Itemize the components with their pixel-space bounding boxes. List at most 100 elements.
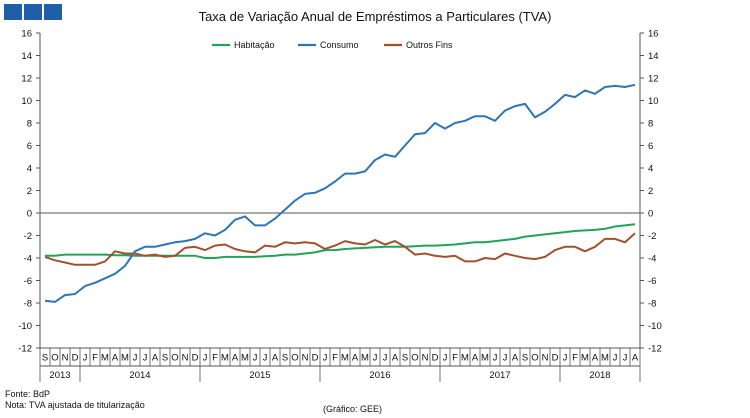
y-tick-label-left: 0 — [27, 209, 32, 220]
month-tick-label: A — [512, 353, 519, 364]
month-tick-label: J — [253, 353, 258, 364]
y-tick-label-left: 14 — [21, 51, 32, 62]
chart-title: Taxa de Variação Anual de Empréstimos a … — [198, 9, 552, 24]
year-tick-label: 2018 — [589, 370, 610, 381]
y-tick-label-left: -8 — [24, 299, 32, 310]
legend-label-consumo: Consumo — [320, 40, 359, 50]
month-tick-label: M — [221, 353, 229, 364]
y-tick-label-left: 2 — [27, 186, 32, 197]
y-tick-label-right: 16 — [648, 29, 659, 40]
y-tick-label-right: -12 — [648, 344, 662, 355]
month-tick-label: F — [92, 353, 98, 364]
y-tick-label-right: 14 — [648, 51, 659, 62]
month-tick-label: F — [572, 353, 578, 364]
month-tick-label: M — [361, 353, 369, 364]
month-tick-label: O — [411, 353, 418, 364]
month-tick-label: M — [101, 353, 109, 364]
month-tick-label: J — [263, 353, 268, 364]
y-tick-label-right: 8 — [648, 119, 653, 130]
month-tick-label: A — [272, 353, 279, 364]
month-tick-label: D — [72, 353, 79, 364]
year-tick-label: 2014 — [129, 370, 150, 381]
month-tick-label: O — [171, 353, 178, 364]
month-tick-label: A — [152, 353, 159, 364]
month-tick-label: S — [162, 353, 168, 364]
y-tick-label-left: 10 — [21, 96, 32, 107]
month-tick-label: M — [481, 353, 489, 364]
month-tick-label: J — [323, 353, 328, 364]
month-tick-label: A — [352, 353, 359, 364]
month-tick-label: J — [383, 353, 388, 364]
y-tick-label-right: 10 — [648, 96, 659, 107]
legend-label-outros-fins: Outros Fins — [406, 40, 453, 50]
month-tick-label: M — [461, 353, 469, 364]
y-tick-label-right: 2 — [648, 186, 653, 197]
logo-block-3 — [44, 4, 62, 20]
month-tick-label: J — [503, 353, 508, 364]
month-tick-label: F — [452, 353, 458, 364]
y-tick-label-left: -6 — [24, 276, 32, 287]
month-tick-label: M — [121, 353, 129, 364]
month-tick-label: A — [392, 353, 399, 364]
y-tick-label-right: 6 — [648, 141, 653, 152]
month-tick-label: O — [51, 353, 58, 364]
y-tick-label-left: 16 — [21, 29, 32, 40]
month-tick-label: S — [522, 353, 528, 364]
series-line-outros-fins — [44, 232, 636, 266]
y-tick-label-right: 12 — [648, 74, 659, 85]
month-tick-label: M — [241, 353, 249, 364]
month-tick-label: J — [143, 353, 148, 364]
month-tick-label: J — [493, 353, 498, 364]
month-tick-label: N — [182, 353, 189, 364]
adjustment-note: Nota: TVA ajustada de titularização — [5, 400, 145, 410]
chart-credit: (Gráfico: GEE) — [323, 404, 383, 414]
month-tick-label: J — [613, 353, 618, 364]
y-tick-label-left: -4 — [24, 254, 32, 265]
y-tick-label-left: 8 — [27, 119, 32, 130]
year-tick-label: 2015 — [249, 370, 270, 381]
month-tick-label: M — [581, 353, 589, 364]
month-tick-label: N — [302, 353, 309, 364]
y-tick-label-right: -4 — [648, 254, 656, 265]
month-tick-label: J — [563, 353, 568, 364]
logo-block-2 — [24, 4, 42, 20]
month-tick-label: J — [623, 353, 628, 364]
source-note: Fonte: BdP — [5, 389, 51, 399]
month-tick-label: A — [232, 353, 239, 364]
month-tick-label: F — [212, 353, 218, 364]
month-tick-label: A — [632, 353, 639, 364]
y-tick-label-left: 6 — [27, 141, 32, 152]
y-tick-label-left: 4 — [27, 164, 32, 175]
y-tick-label-left: -12 — [18, 344, 32, 355]
month-tick-label: D — [192, 353, 199, 364]
y-tick-label-right: -10 — [648, 321, 662, 332]
month-tick-label: M — [341, 353, 349, 364]
y-tick-label-right: 0 — [648, 209, 653, 220]
legend-label-habitacao: Habitação — [234, 40, 275, 50]
month-tick-label: M — [601, 353, 609, 364]
month-tick-label: D — [312, 353, 319, 364]
year-tick-label: 2017 — [489, 370, 510, 381]
month-tick-label: O — [531, 353, 538, 364]
month-tick-label: N — [542, 353, 549, 364]
y-tick-label-right: 4 — [648, 164, 653, 175]
month-tick-label: N — [422, 353, 429, 364]
month-tick-label: S — [402, 353, 408, 364]
month-tick-label: O — [291, 353, 298, 364]
month-tick-label: D — [552, 353, 559, 364]
month-tick-label: J — [203, 353, 208, 364]
month-tick-label: S — [42, 353, 48, 364]
year-tick-label: 2013 — [49, 370, 70, 381]
year-tick-label: 2016 — [369, 370, 390, 381]
month-tick-label: J — [373, 353, 378, 364]
month-tick-label: A — [472, 353, 479, 364]
y-tick-label-right: -6 — [648, 276, 656, 287]
month-tick-label: A — [592, 353, 599, 364]
y-tick-label-right: -2 — [648, 231, 656, 242]
series-line-consumo — [44, 83, 636, 303]
month-tick-label: J — [83, 353, 88, 364]
y-tick-label-right: -8 — [648, 299, 656, 310]
month-tick-label: N — [62, 353, 69, 364]
logo-block-1 — [4, 4, 22, 20]
